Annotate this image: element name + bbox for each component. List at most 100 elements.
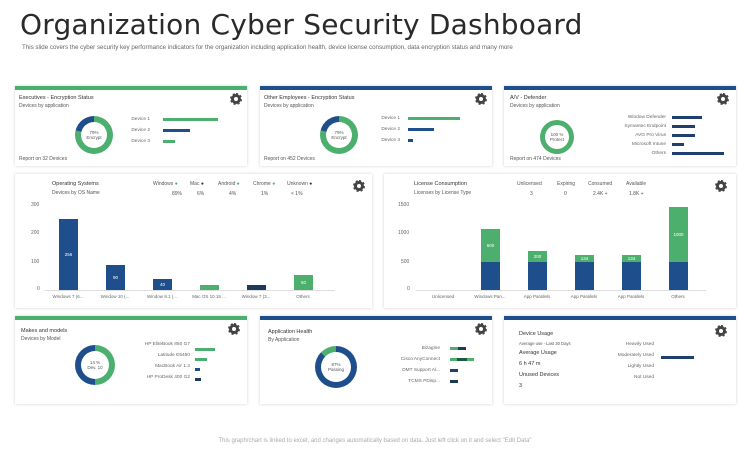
x-axis — [416, 290, 706, 291]
encryption-donut: 79% Encrypt — [320, 116, 358, 154]
gear-icon[interactable] — [475, 323, 487, 335]
card-subtitle: Devices by Model — [21, 336, 61, 342]
card-operating-systems: Operating Systems Devices by OS Name Win… — [15, 174, 372, 308]
bar-label: Microsoft Intune — [631, 142, 666, 147]
bar-label: AVG Pro Virus — [635, 133, 666, 138]
gear-icon[interactable] — [715, 325, 727, 337]
card-subtitle: By Application — [268, 337, 300, 343]
bar — [195, 348, 215, 351]
card-accent-bar — [15, 86, 247, 90]
unused-devices-value: 3 — [519, 383, 523, 389]
footer-note: This graph/chart is linked to excel, and… — [218, 438, 532, 444]
gear-icon[interactable] — [230, 93, 242, 105]
bar — [195, 358, 207, 361]
legend-windows: Windows ● — [153, 181, 178, 187]
gear-icon[interactable] — [715, 180, 727, 192]
card-title: License Consumption — [414, 181, 467, 187]
donut-label: Encrypt — [86, 135, 102, 140]
bar — [450, 358, 474, 361]
bar-others: 50 — [294, 275, 313, 290]
card-subtitle: Devices by application — [510, 103, 560, 109]
bar — [672, 134, 695, 137]
y-tick: 1500 — [398, 202, 410, 208]
donut-label: Protect — [549, 137, 565, 142]
card-device-usage: Device Usage Average use - Last 30 Days … — [504, 316, 736, 404]
bar-windows-81: 40 — [153, 279, 172, 290]
stat-label: Consumed — [588, 181, 613, 187]
x-label: Window 8.1 (... — [146, 294, 177, 299]
x-label: App Parallels — [523, 294, 551, 299]
stat-value: 2.4K + — [593, 191, 608, 197]
bar — [672, 152, 724, 155]
donut-label: Encrypt — [331, 135, 347, 140]
y-tick: 100 — [31, 259, 40, 265]
bar-label: Others — [651, 151, 666, 156]
bar-label: Device 3 — [381, 138, 400, 143]
bar-available: 134 — [575, 255, 594, 262]
stat-label: Unlicensed — [517, 181, 542, 187]
gear-icon[interactable] — [228, 323, 240, 335]
bar-label: Cisco AnyConnect — [400, 357, 440, 362]
x-label: App Parallels — [570, 294, 598, 299]
bar-windows-7: 256 — [59, 219, 78, 290]
x-label: Unlicensed — [431, 294, 455, 299]
card-title: Other Employees - Encryption Status — [264, 95, 355, 101]
bar — [450, 369, 458, 372]
card-title: Executives - Encryption Status — [19, 95, 94, 101]
donut-value: 100 % — [550, 131, 564, 137]
bar-label: HP EliteBook 850 G7 — [144, 342, 190, 347]
gear-icon[interactable] — [475, 93, 487, 105]
bar-label: Device 2 — [381, 127, 400, 132]
avg-usage-label: Average Usage — [519, 350, 557, 356]
gear-icon[interactable] — [717, 93, 729, 105]
bar-available: 134 — [622, 255, 641, 262]
y-tick: 0 — [37, 286, 40, 292]
card-application-health: Application Health By Application 87% Pa… — [260, 316, 492, 404]
bar-windows-10: 90 — [106, 265, 125, 290]
bar-label: Window Defender — [627, 115, 666, 120]
usage-level: Moderately Used — [617, 353, 654, 358]
legend-chrome: Chrome ● — [253, 181, 276, 187]
card-subtitle: Devices by application — [264, 103, 314, 109]
bar-consumed — [575, 262, 594, 290]
stat-label: Available — [626, 181, 647, 187]
legend-android: Android ● — [218, 181, 240, 187]
legend-pct: 1% — [261, 191, 269, 197]
card-title: Operating Systems — [52, 181, 99, 187]
gear-icon[interactable] — [353, 180, 365, 192]
card-other-employees-encryption: Other Employees - Encryption Status Devi… — [260, 86, 492, 166]
card-footer: Report on 452 Devices — [264, 156, 315, 162]
usage-bar — [661, 356, 694, 359]
bar — [408, 128, 434, 131]
y-tick: 500 — [401, 259, 410, 265]
models-donut: 14 % Dev. 10 — [75, 345, 115, 385]
donut-value: 14 % — [89, 359, 101, 365]
bar-available: 200 — [528, 251, 547, 262]
stat-value: 0 — [564, 191, 567, 197]
x-label: Mac OS 10.15 ... — [192, 294, 226, 299]
donut-label: Passing — [327, 367, 344, 372]
legend-pct: 4% — [229, 191, 237, 197]
legend-pct: < 1% — [291, 191, 303, 197]
bar — [672, 116, 702, 119]
x-axis — [45, 290, 335, 291]
usage-level: Not Used — [634, 375, 654, 380]
card-executives-encryption: Executives - Encryption Status Devices b… — [15, 86, 247, 166]
bar — [163, 118, 218, 121]
x-label: App Parallels — [617, 294, 645, 299]
bar-consumed — [481, 262, 500, 290]
card-title: Device Usage — [519, 331, 554, 337]
bar — [408, 117, 460, 120]
card-accent-bar — [260, 86, 492, 90]
bar — [450, 380, 458, 383]
avg-usage-value: 6 h 47 m — [519, 361, 541, 367]
card-license-consumption: License Consumption Licenses by License … — [384, 174, 736, 308]
bar-available: 1000 — [669, 207, 688, 262]
donut-value: 79% — [334, 129, 344, 135]
card-accent-bar — [260, 316, 492, 320]
stat-value: 1.8K + — [629, 191, 644, 197]
bar-label: MacBook Air 1.2 — [155, 364, 190, 369]
bar-mac-os — [200, 285, 219, 290]
card-subtitle: Devices by application — [19, 103, 69, 109]
donut-label: Dev. 10 — [87, 365, 103, 370]
